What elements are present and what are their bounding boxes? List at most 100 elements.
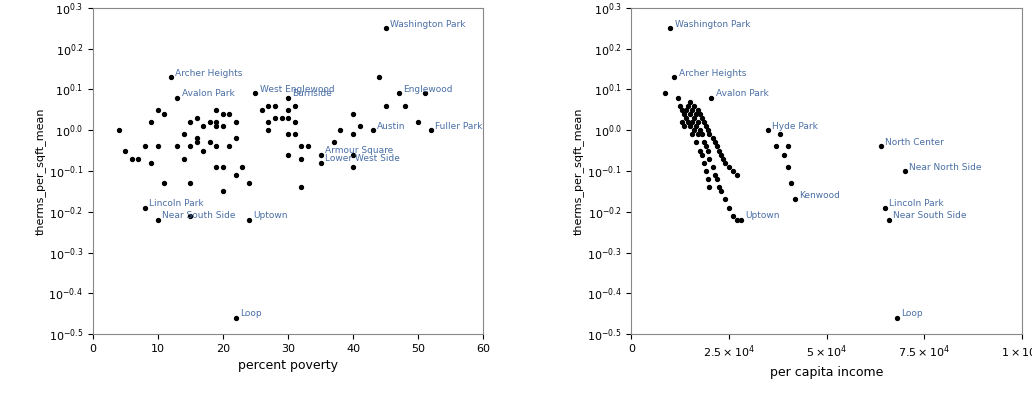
Point [208, 164, 225, 170]
Point [698, 168, 714, 174]
Point [691, 147, 708, 154]
Point [331, 127, 348, 133]
Point [694, 131, 710, 138]
Point [130, 156, 147, 162]
Point [370, 74, 387, 80]
Point [423, 127, 440, 133]
Point [670, 94, 686, 101]
Point [724, 168, 741, 174]
Point [228, 135, 245, 141]
Point [713, 151, 730, 158]
Point [110, 127, 127, 133]
Point [674, 107, 690, 113]
Point [189, 139, 205, 145]
Point [707, 172, 723, 178]
Point [783, 180, 800, 186]
Text: Avalon Park: Avalon Park [182, 89, 234, 98]
Y-axis label: therms_per_sqft_mean: therms_per_sqft_mean [35, 107, 45, 235]
Point [215, 164, 231, 170]
Point [666, 74, 682, 80]
Point [715, 156, 732, 162]
Point [689, 119, 706, 125]
Point [260, 119, 277, 125]
Point [136, 143, 153, 150]
Point [293, 184, 310, 190]
X-axis label: percent poverty: percent poverty [238, 359, 338, 372]
Point [293, 143, 310, 150]
Point [280, 151, 296, 158]
Text: Near South Side: Near South Side [162, 211, 235, 220]
Point [273, 115, 290, 121]
Text: Archer Heights: Archer Heights [678, 69, 746, 78]
Point [656, 90, 673, 97]
Point [729, 217, 745, 223]
Point [703, 94, 719, 101]
Point [877, 204, 894, 211]
Point [889, 314, 905, 321]
Point [215, 123, 231, 129]
Text: Kenwood: Kenwood [800, 191, 840, 200]
Text: Near North Side: Near North Side [909, 163, 981, 172]
Point [880, 217, 897, 223]
Point [717, 160, 734, 166]
Point [378, 25, 394, 31]
Point [682, 99, 699, 105]
Point [685, 127, 702, 133]
Point [696, 119, 712, 125]
Point [260, 103, 277, 109]
Point [705, 164, 721, 170]
Point [674, 119, 690, 125]
Point [299, 143, 316, 150]
Point [720, 164, 737, 170]
Text: Fuller Park: Fuller Park [436, 122, 483, 131]
Point [195, 147, 212, 154]
Text: West Englewood: West Englewood [260, 85, 334, 94]
Point [201, 119, 218, 125]
Point [720, 204, 737, 211]
Point [772, 131, 788, 138]
Point [118, 147, 134, 154]
Text: Loop: Loop [240, 309, 262, 318]
Point [709, 176, 725, 182]
Point [208, 107, 225, 113]
Point [266, 115, 283, 121]
Point [724, 213, 741, 219]
Point [240, 217, 257, 223]
Point [687, 123, 704, 129]
Point [897, 168, 913, 174]
Point [183, 119, 199, 125]
X-axis label: per capita income: per capita income [770, 366, 883, 379]
Point [221, 143, 237, 150]
Point [779, 164, 796, 170]
Point [293, 156, 310, 162]
Point [195, 123, 212, 129]
Point [143, 160, 160, 166]
Point [280, 94, 296, 101]
Text: Lincoln Park: Lincoln Park [149, 199, 203, 208]
Point [189, 115, 205, 121]
Y-axis label: therms_per_sqft_mean: therms_per_sqft_mean [573, 107, 584, 235]
Point [787, 196, 804, 203]
Text: North Center: North Center [885, 138, 944, 147]
Point [201, 139, 218, 145]
Point [689, 107, 706, 113]
Point [694, 151, 710, 158]
Point [266, 103, 283, 109]
Point [345, 151, 361, 158]
Point [779, 143, 796, 150]
Point [689, 131, 706, 138]
Point [228, 119, 245, 125]
Text: Washington Park: Washington Park [675, 20, 750, 29]
Point [685, 115, 702, 121]
Point [672, 103, 688, 109]
Point [189, 135, 205, 141]
Text: Armour Square: Armour Square [325, 146, 393, 155]
Point [208, 143, 225, 150]
Point [701, 131, 717, 138]
Point [678, 115, 695, 121]
Point [221, 111, 237, 117]
Point [775, 151, 792, 158]
Point [345, 111, 361, 117]
Point [150, 107, 166, 113]
Text: Burnside: Burnside [292, 89, 332, 98]
